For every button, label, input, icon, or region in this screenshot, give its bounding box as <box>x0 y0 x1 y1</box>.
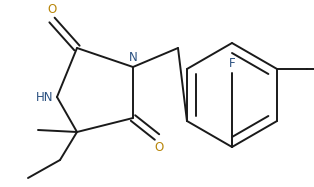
Text: N: N <box>129 51 138 64</box>
Text: O: O <box>154 141 164 154</box>
Text: HN: HN <box>35 91 53 103</box>
Text: O: O <box>47 3 57 16</box>
Text: F: F <box>229 57 235 70</box>
